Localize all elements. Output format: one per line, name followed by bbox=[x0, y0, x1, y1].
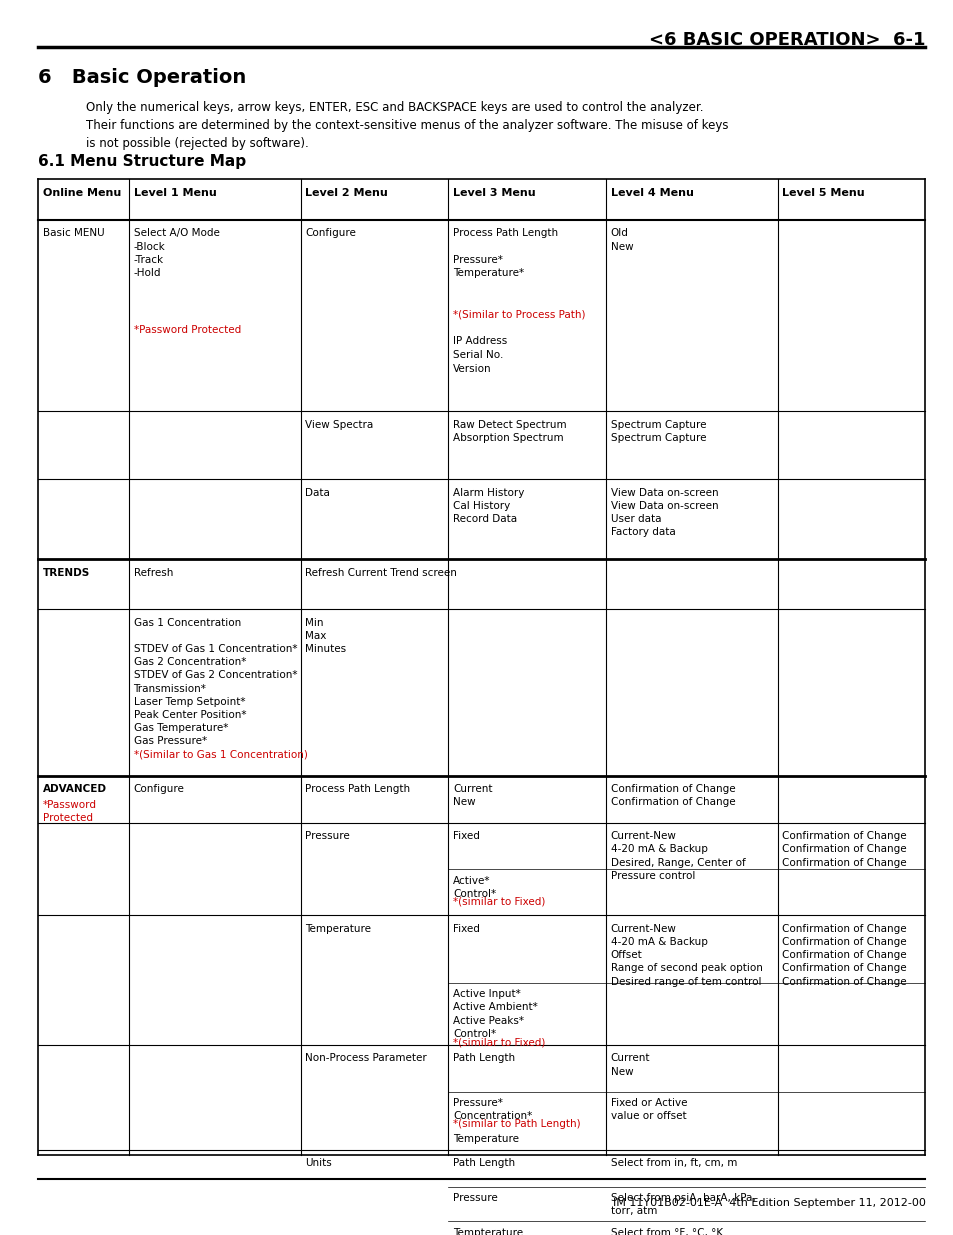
Text: Basic MENU: Basic MENU bbox=[43, 228, 105, 238]
Text: Min
Max
Minutes: Min Max Minutes bbox=[305, 618, 346, 653]
Text: Only the numerical keys, arrow keys, ENTER, ESC and BACKSPACE keys are used to c: Only the numerical keys, arrow keys, ENT… bbox=[86, 101, 727, 151]
Text: Select from in, ft, cm, m: Select from in, ft, cm, m bbox=[610, 1158, 736, 1168]
Text: Current
New: Current New bbox=[453, 784, 492, 808]
Text: Current-New
4-20 mA & Backup
Desired, Range, Center of
Pressure control: Current-New 4-20 mA & Backup Desired, Ra… bbox=[610, 831, 744, 881]
Text: Process Path Length

Pressure*
Temperature*: Process Path Length Pressure* Temperatur… bbox=[453, 228, 558, 278]
Text: View Spectra: View Spectra bbox=[305, 420, 374, 430]
Text: Protected: Protected bbox=[43, 813, 92, 823]
Text: Configure: Configure bbox=[133, 784, 184, 794]
Text: Pressure: Pressure bbox=[453, 1193, 497, 1203]
Text: Level 3 Menu: Level 3 Menu bbox=[453, 188, 536, 198]
Text: Confirmation of Change
Confirmation of Change
Confirmation of Change: Confirmation of Change Confirmation of C… bbox=[781, 831, 906, 867]
Text: Level 2 Menu: Level 2 Menu bbox=[305, 188, 388, 198]
Text: Tempterature: Tempterature bbox=[453, 1228, 523, 1235]
Text: Fixed or Active
value or offset: Fixed or Active value or offset bbox=[610, 1098, 686, 1121]
Text: 6   Basic Operation: 6 Basic Operation bbox=[38, 68, 246, 86]
Text: Temperature: Temperature bbox=[305, 924, 371, 934]
Text: <6 BASIC OPERATION>  6-1: <6 BASIC OPERATION> 6-1 bbox=[648, 31, 924, 49]
Text: TRENDS: TRENDS bbox=[43, 568, 91, 578]
Text: Alarm History
Cal History
Record Data: Alarm History Cal History Record Data bbox=[453, 488, 524, 524]
Text: Non-Process Parameter: Non-Process Parameter bbox=[305, 1053, 427, 1063]
Text: Level 5 Menu: Level 5 Menu bbox=[781, 188, 864, 198]
Text: Online Menu: Online Menu bbox=[43, 188, 121, 198]
Text: Data: Data bbox=[305, 488, 330, 498]
Text: Current
New: Current New bbox=[610, 1053, 649, 1077]
Text: IM 11Y01B02-01E-A  4th Edition September 11, 2012-00: IM 11Y01B02-01E-A 4th Edition September … bbox=[612, 1198, 924, 1208]
Text: Fixed: Fixed bbox=[453, 924, 479, 934]
Text: Active*
Control*: Active* Control* bbox=[453, 876, 496, 899]
Text: Fixed: Fixed bbox=[453, 831, 479, 841]
Text: Pressure: Pressure bbox=[305, 831, 350, 841]
Text: Refresh: Refresh bbox=[133, 568, 172, 578]
Text: Select A/O Mode
-Block
-Track
-Hold: Select A/O Mode -Block -Track -Hold bbox=[133, 228, 219, 278]
Text: Process Path Length: Process Path Length bbox=[305, 784, 410, 794]
Text: Gas 1 Concentration

STDEV of Gas 1 Concentration*
Gas 2 Concentration*
STDEV of: Gas 1 Concentration STDEV of Gas 1 Conce… bbox=[133, 618, 296, 746]
Text: Current-New
4-20 mA & Backup
Offset
Range of second peak option
Desired range of: Current-New 4-20 mA & Backup Offset Rang… bbox=[610, 924, 761, 987]
Text: *(similar to Path Length): *(similar to Path Length) bbox=[453, 1119, 580, 1129]
Text: Spectrum Capture
Spectrum Capture: Spectrum Capture Spectrum Capture bbox=[610, 420, 705, 443]
Text: Confirmation of Change
Confirmation of Change: Confirmation of Change Confirmation of C… bbox=[610, 784, 735, 808]
Text: *Password Protected: *Password Protected bbox=[133, 325, 240, 335]
Text: Path Length: Path Length bbox=[453, 1158, 515, 1168]
Text: Raw Detect Spectrum
Absorption Spectrum: Raw Detect Spectrum Absorption Spectrum bbox=[453, 420, 566, 443]
Text: IP Address
Serial No.
Version: IP Address Serial No. Version bbox=[453, 336, 507, 374]
Text: ADVANCED: ADVANCED bbox=[43, 784, 107, 794]
Text: *Password: *Password bbox=[43, 800, 97, 810]
Text: Configure: Configure bbox=[305, 228, 355, 238]
Text: Active Input*
Active Ambient*
Active Peaks*
Control*: Active Input* Active Ambient* Active Pea… bbox=[453, 989, 537, 1039]
Text: *(Similar to Process Path): *(Similar to Process Path) bbox=[453, 310, 585, 320]
Text: Temperature: Temperature bbox=[453, 1134, 518, 1144]
Text: Select from °F, °C, °K: Select from °F, °C, °K bbox=[610, 1228, 722, 1235]
Text: *(Similar to Gas 1 Concentration): *(Similar to Gas 1 Concentration) bbox=[133, 750, 307, 760]
Text: Old
New: Old New bbox=[610, 228, 633, 252]
Text: Level 1 Menu: Level 1 Menu bbox=[133, 188, 216, 198]
Text: Confirmation of Change
Confirmation of Change
Confirmation of Change
Confirmatio: Confirmation of Change Confirmation of C… bbox=[781, 924, 906, 987]
Text: Pressure*
Concentration*: Pressure* Concentration* bbox=[453, 1098, 532, 1121]
Text: Refresh Current Trend screen: Refresh Current Trend screen bbox=[305, 568, 456, 578]
Text: 6.1 Menu Structure Map: 6.1 Menu Structure Map bbox=[38, 154, 246, 169]
Text: *(similar to Fixed): *(similar to Fixed) bbox=[453, 897, 545, 906]
Text: Units: Units bbox=[305, 1158, 332, 1168]
Text: Level 4 Menu: Level 4 Menu bbox=[610, 188, 693, 198]
Text: View Data on-screen
View Data on-screen
User data
Factory data: View Data on-screen View Data on-screen … bbox=[610, 488, 718, 537]
Text: Select from psiA, barA, kPa,
torr, atm: Select from psiA, barA, kPa, torr, atm bbox=[610, 1193, 755, 1216]
Text: Path Length: Path Length bbox=[453, 1053, 515, 1063]
Text: *(similar to Fixed): *(similar to Fixed) bbox=[453, 1037, 545, 1047]
